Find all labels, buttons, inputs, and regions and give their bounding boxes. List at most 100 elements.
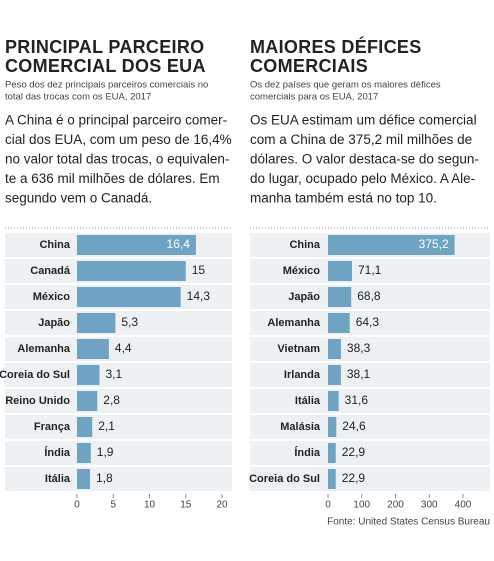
value-label: 31,6 — [345, 393, 369, 407]
x-tick-label: 15 — [180, 500, 192, 511]
bar — [328, 365, 341, 385]
category-label: Malásia — [280, 421, 321, 433]
row-bg — [250, 337, 490, 361]
x-tick-label: 5 — [110, 500, 116, 511]
category-label: México — [283, 265, 321, 277]
category-label: França — [34, 421, 71, 433]
paragraph-line: dólares. O valor destaca-se do segun- — [250, 152, 479, 167]
source: Fonte: United States Census Bureau — [327, 517, 490, 528]
subtitle: total das trocas com os EUA, 2017 — [5, 92, 151, 103]
value-label: 24,6 — [342, 419, 366, 433]
value-label: 2,1 — [98, 419, 115, 433]
paragraph-line: do lugar, ocupado pelo México. A Ale- — [250, 171, 475, 186]
paragraph-line: no valor total das trocas, o equivalen- — [5, 152, 229, 167]
category-label: Japão — [288, 291, 320, 303]
chart-title: COMERCIAL DOS EUA — [5, 56, 206, 76]
row-bg — [5, 311, 232, 335]
value-label: 68,8 — [357, 289, 381, 303]
value-label: 22,9 — [342, 471, 366, 485]
paragraph-line: cial dos EUA, com um peso de 16,4% — [5, 132, 232, 147]
bar — [328, 287, 352, 307]
subtitle: comerciais para os EUA, 2017 — [250, 92, 378, 103]
row-bg — [250, 363, 490, 387]
bar — [328, 443, 336, 463]
category-label: China — [289, 239, 320, 251]
category-label: China — [39, 239, 70, 251]
category-label: Coreia do Sul — [0, 369, 70, 381]
value-label: 38,3 — [347, 341, 371, 355]
paragraph-line: te a 636 mil milhões de dólares. Em — [5, 171, 220, 186]
chart-title: MAIORES DÉFICES — [250, 36, 422, 57]
value-label: 1,9 — [97, 445, 114, 459]
x-tick-label: 200 — [387, 500, 404, 511]
row-bg — [250, 285, 490, 309]
row-bg — [5, 363, 232, 387]
value-label: 1,8 — [96, 471, 113, 485]
category-label: Itália — [45, 473, 71, 485]
value-label: 22,9 — [342, 445, 366, 459]
category-label: Índia — [294, 446, 321, 459]
category-label: Canadá — [30, 265, 71, 277]
row-bg — [5, 415, 232, 439]
subtitle: Peso dos dez principais parceiros comerc… — [5, 80, 208, 91]
chart-title: PRINCIPAL PARCEIRO — [5, 37, 204, 57]
bar — [328, 235, 455, 255]
value-label: 71,1 — [358, 263, 382, 277]
bar — [77, 417, 93, 437]
row-bg — [5, 441, 232, 465]
subtitle: Os dez países que geram os maiores défic… — [250, 80, 441, 91]
value-label: 4,4 — [115, 341, 132, 355]
x-tick-label: 300 — [421, 500, 438, 511]
chart-title: COMERCIAIS — [250, 56, 368, 76]
value-label: 14,3 — [187, 289, 211, 303]
bar — [77, 235, 196, 255]
category-label: Alemanha — [267, 317, 320, 329]
category-label: Alemanha — [17, 343, 70, 355]
row-bg — [5, 337, 232, 361]
paragraph-line: com a China de 375,2 mil milhões de — [250, 132, 472, 147]
value-label: 15 — [192, 263, 206, 277]
paragraph-line: manha também está no top 10. — [250, 191, 437, 206]
bar — [77, 443, 91, 463]
x-tick-label: 400 — [455, 500, 472, 511]
category-label: Reino Unido — [5, 395, 70, 407]
row-bg — [250, 467, 490, 491]
bar — [77, 313, 116, 333]
bar — [328, 391, 339, 411]
category-label: Vietnam — [277, 343, 320, 355]
row-bg — [250, 415, 490, 439]
bar — [77, 339, 109, 359]
bar — [328, 417, 337, 437]
category-label: México — [33, 291, 71, 303]
x-tick-label: 10 — [144, 500, 156, 511]
row-bg — [250, 259, 490, 283]
x-tick-label: 0 — [325, 500, 331, 511]
row-bg — [5, 467, 232, 491]
bar — [328, 313, 350, 333]
row-bg — [250, 441, 490, 465]
value-label: 16,4 — [167, 237, 191, 251]
x-tick-label: 20 — [216, 500, 228, 511]
x-tick-label: 100 — [353, 500, 370, 511]
bar — [77, 391, 98, 411]
value-label: 64,3 — [356, 315, 380, 329]
value-label: 3,1 — [105, 367, 122, 381]
value-label: 5,3 — [121, 315, 138, 329]
row-bg — [250, 311, 490, 335]
bar — [328, 261, 352, 281]
category-label: Coreia do Sul — [249, 473, 320, 485]
value-label: 375,2 — [419, 237, 449, 251]
row-bg — [250, 389, 490, 413]
category-label: Itália — [295, 395, 321, 407]
category-label: Irlanda — [284, 369, 321, 381]
x-tick-label: 0 — [74, 500, 80, 511]
value-label: 38,1 — [347, 367, 371, 381]
paragraph-line: A China é o principal parceiro comer- — [5, 113, 227, 128]
bar — [77, 469, 91, 489]
paragraph-line: segundo vem o Canadá. — [5, 191, 152, 206]
bar — [328, 339, 341, 359]
bar — [77, 287, 181, 307]
category-label: Índia — [44, 446, 71, 459]
row-bg — [5, 389, 232, 413]
